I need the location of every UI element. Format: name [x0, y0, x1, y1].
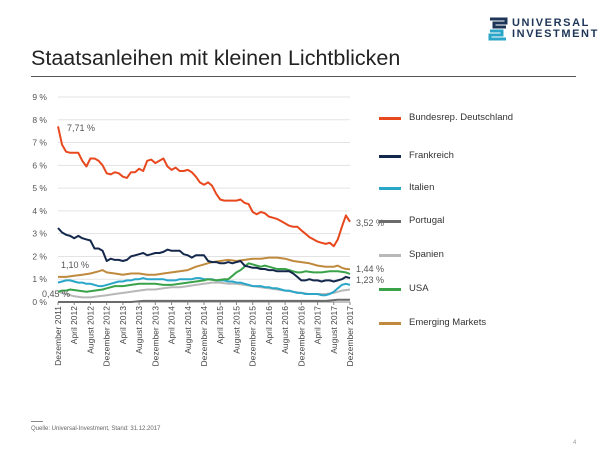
legend-label: USA [409, 283, 429, 294]
x-tick-label: August 2017 [329, 306, 339, 354]
legend-label: Emerging Markets [409, 317, 487, 328]
series-line-frankreich [57, 227, 351, 283]
y-tick-label: 1 % [32, 274, 47, 284]
x-tick-label: April 2012 [69, 306, 79, 345]
series-line-portugal [58, 298, 350, 303]
series-line-bundesrep-deutschland [57, 126, 351, 248]
page-number: 4 [573, 440, 577, 446]
y-tick-label: 5 % [32, 183, 47, 193]
legend-swatch [379, 322, 401, 325]
data-label: 1,23 % [356, 275, 384, 285]
brand-name: UNIVERSAL INVESTMENT [512, 18, 599, 40]
data-label: 1,10 % [61, 260, 89, 270]
brand-line-2: INVESTMENT [512, 28, 599, 40]
logo-mark-icon [488, 17, 508, 41]
legend-label: Portugal [409, 215, 445, 226]
y-tick-label: 0 % [32, 297, 47, 307]
x-tick-label: April 2013 [118, 306, 128, 345]
data-label: 7,71 % [67, 123, 95, 133]
x-tick-label: August 2013 [134, 306, 144, 354]
y-tick-label: 8 % [32, 115, 47, 125]
data-label: 1,44 % [356, 264, 384, 274]
legend-swatch [379, 254, 401, 257]
x-tick-label: April 2015 [215, 306, 225, 345]
legend-swatch [379, 220, 401, 223]
x-tick-label: Dezember 2013 [150, 306, 160, 367]
legend-label: Italien [409, 182, 435, 193]
x-tick-label: Dezember 2011 [53, 306, 63, 366]
x-tick-label: August 2012 [85, 306, 95, 354]
legend-label: Spanien [409, 249, 444, 260]
x-tick-label: April 2014 [167, 306, 177, 345]
legend-swatch [379, 117, 401, 120]
legend-label: Frankreich [409, 150, 454, 161]
data-label: 0,45 % [42, 289, 70, 299]
data-label: 3,52 % [356, 218, 384, 228]
y-tick-label: 4 % [32, 206, 47, 216]
x-tick-label: Dezember 2012 [102, 306, 112, 367]
y-tick-label: 9 % [32, 92, 47, 102]
brand-logo: UNIVERSAL INVESTMENT [488, 13, 597, 47]
x-tick-label: Dezember 2014 [199, 306, 209, 367]
legend-swatch [379, 288, 401, 291]
x-tick-label: Dezember 2016 [296, 306, 306, 367]
x-tick-label: Dezember 2015 [248, 306, 258, 367]
series-line-usa [57, 262, 351, 293]
x-tick-label: April 2016 [264, 306, 274, 345]
y-tick-label: 7 % [32, 138, 47, 148]
legend-swatch [379, 187, 401, 190]
x-tick-label: Dezember 2017 [345, 306, 355, 367]
x-tick-label: August 2014 [183, 306, 193, 354]
legend-label: Bundesrep. Deutschland [409, 112, 514, 123]
y-tick-label: 3 % [32, 229, 47, 239]
x-tick-label: August 2015 [231, 306, 241, 354]
title-divider [31, 76, 576, 77]
x-tick-label: August 2016 [280, 306, 290, 354]
series-line-italien [57, 277, 351, 297]
y-tick-label: 6 % [32, 160, 47, 170]
brand-line-1: UNIVERSAL [512, 17, 590, 29]
legend-swatch [379, 155, 401, 158]
footer-divider [31, 421, 43, 422]
x-tick-label: April 2017 [313, 306, 323, 345]
series-line-emerging-markets [58, 256, 351, 278]
source-note: Quelle: Universal-Investment, Stand: 31.… [31, 426, 161, 432]
y-tick-label: 2 % [32, 251, 47, 261]
page-title: Staatsanleihen mit kleinen Lichtblicken [31, 46, 401, 70]
